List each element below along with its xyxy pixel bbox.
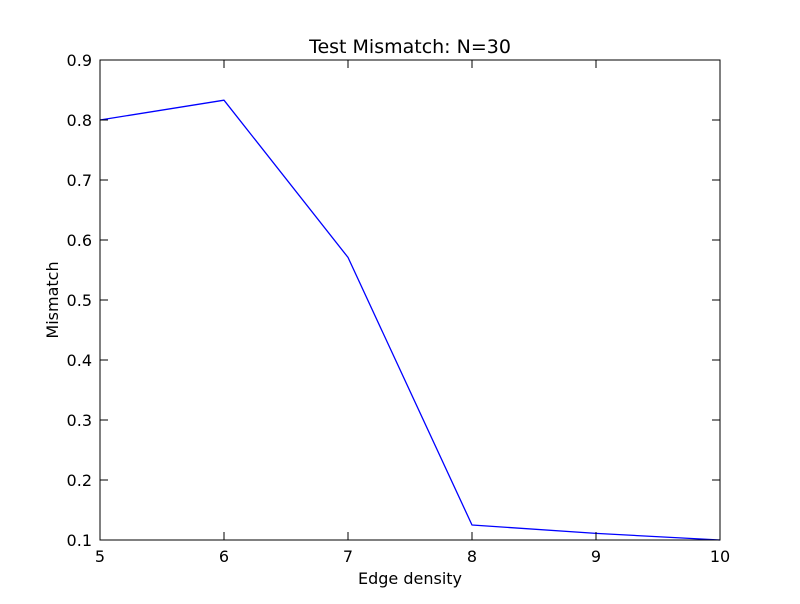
y-tick-label: 0.9 <box>67 51 92 70</box>
y-tick-label: 0.8 <box>67 111 92 130</box>
series-line-0 <box>99 99 721 541</box>
x-tick-label: 6 <box>219 547 229 566</box>
chart-title: Test Mismatch: N=30 <box>308 36 511 58</box>
y-tick-label: 0.1 <box>67 531 92 550</box>
x-axis-label: Edge density <box>358 569 462 588</box>
y-tick-label: 0.3 <box>67 411 92 430</box>
y-tick-label: 0.2 <box>67 471 92 490</box>
plot-area: 5 6 7 8 9 10 0.1 0.2 0.3 0.4 0.5 0.6 0.7 0.8 0.9 <box>67 51 731 566</box>
y-tick-label: 0.7 <box>67 171 92 190</box>
x-tick-label: 9 <box>591 547 601 566</box>
y-axis-label: Mismatch <box>43 261 62 338</box>
x-tick-label: 5 <box>95 547 105 566</box>
y-tick-label: 0.4 <box>67 351 92 370</box>
x-tick-label: 8 <box>467 547 477 566</box>
y-tick-label: 0.6 <box>67 231 92 250</box>
y-tick-label: 0.5 <box>67 291 92 310</box>
x-tick-label: 10 <box>710 547 730 566</box>
plot-frame <box>99 59 721 541</box>
x-tick-label: 7 <box>343 547 353 566</box>
